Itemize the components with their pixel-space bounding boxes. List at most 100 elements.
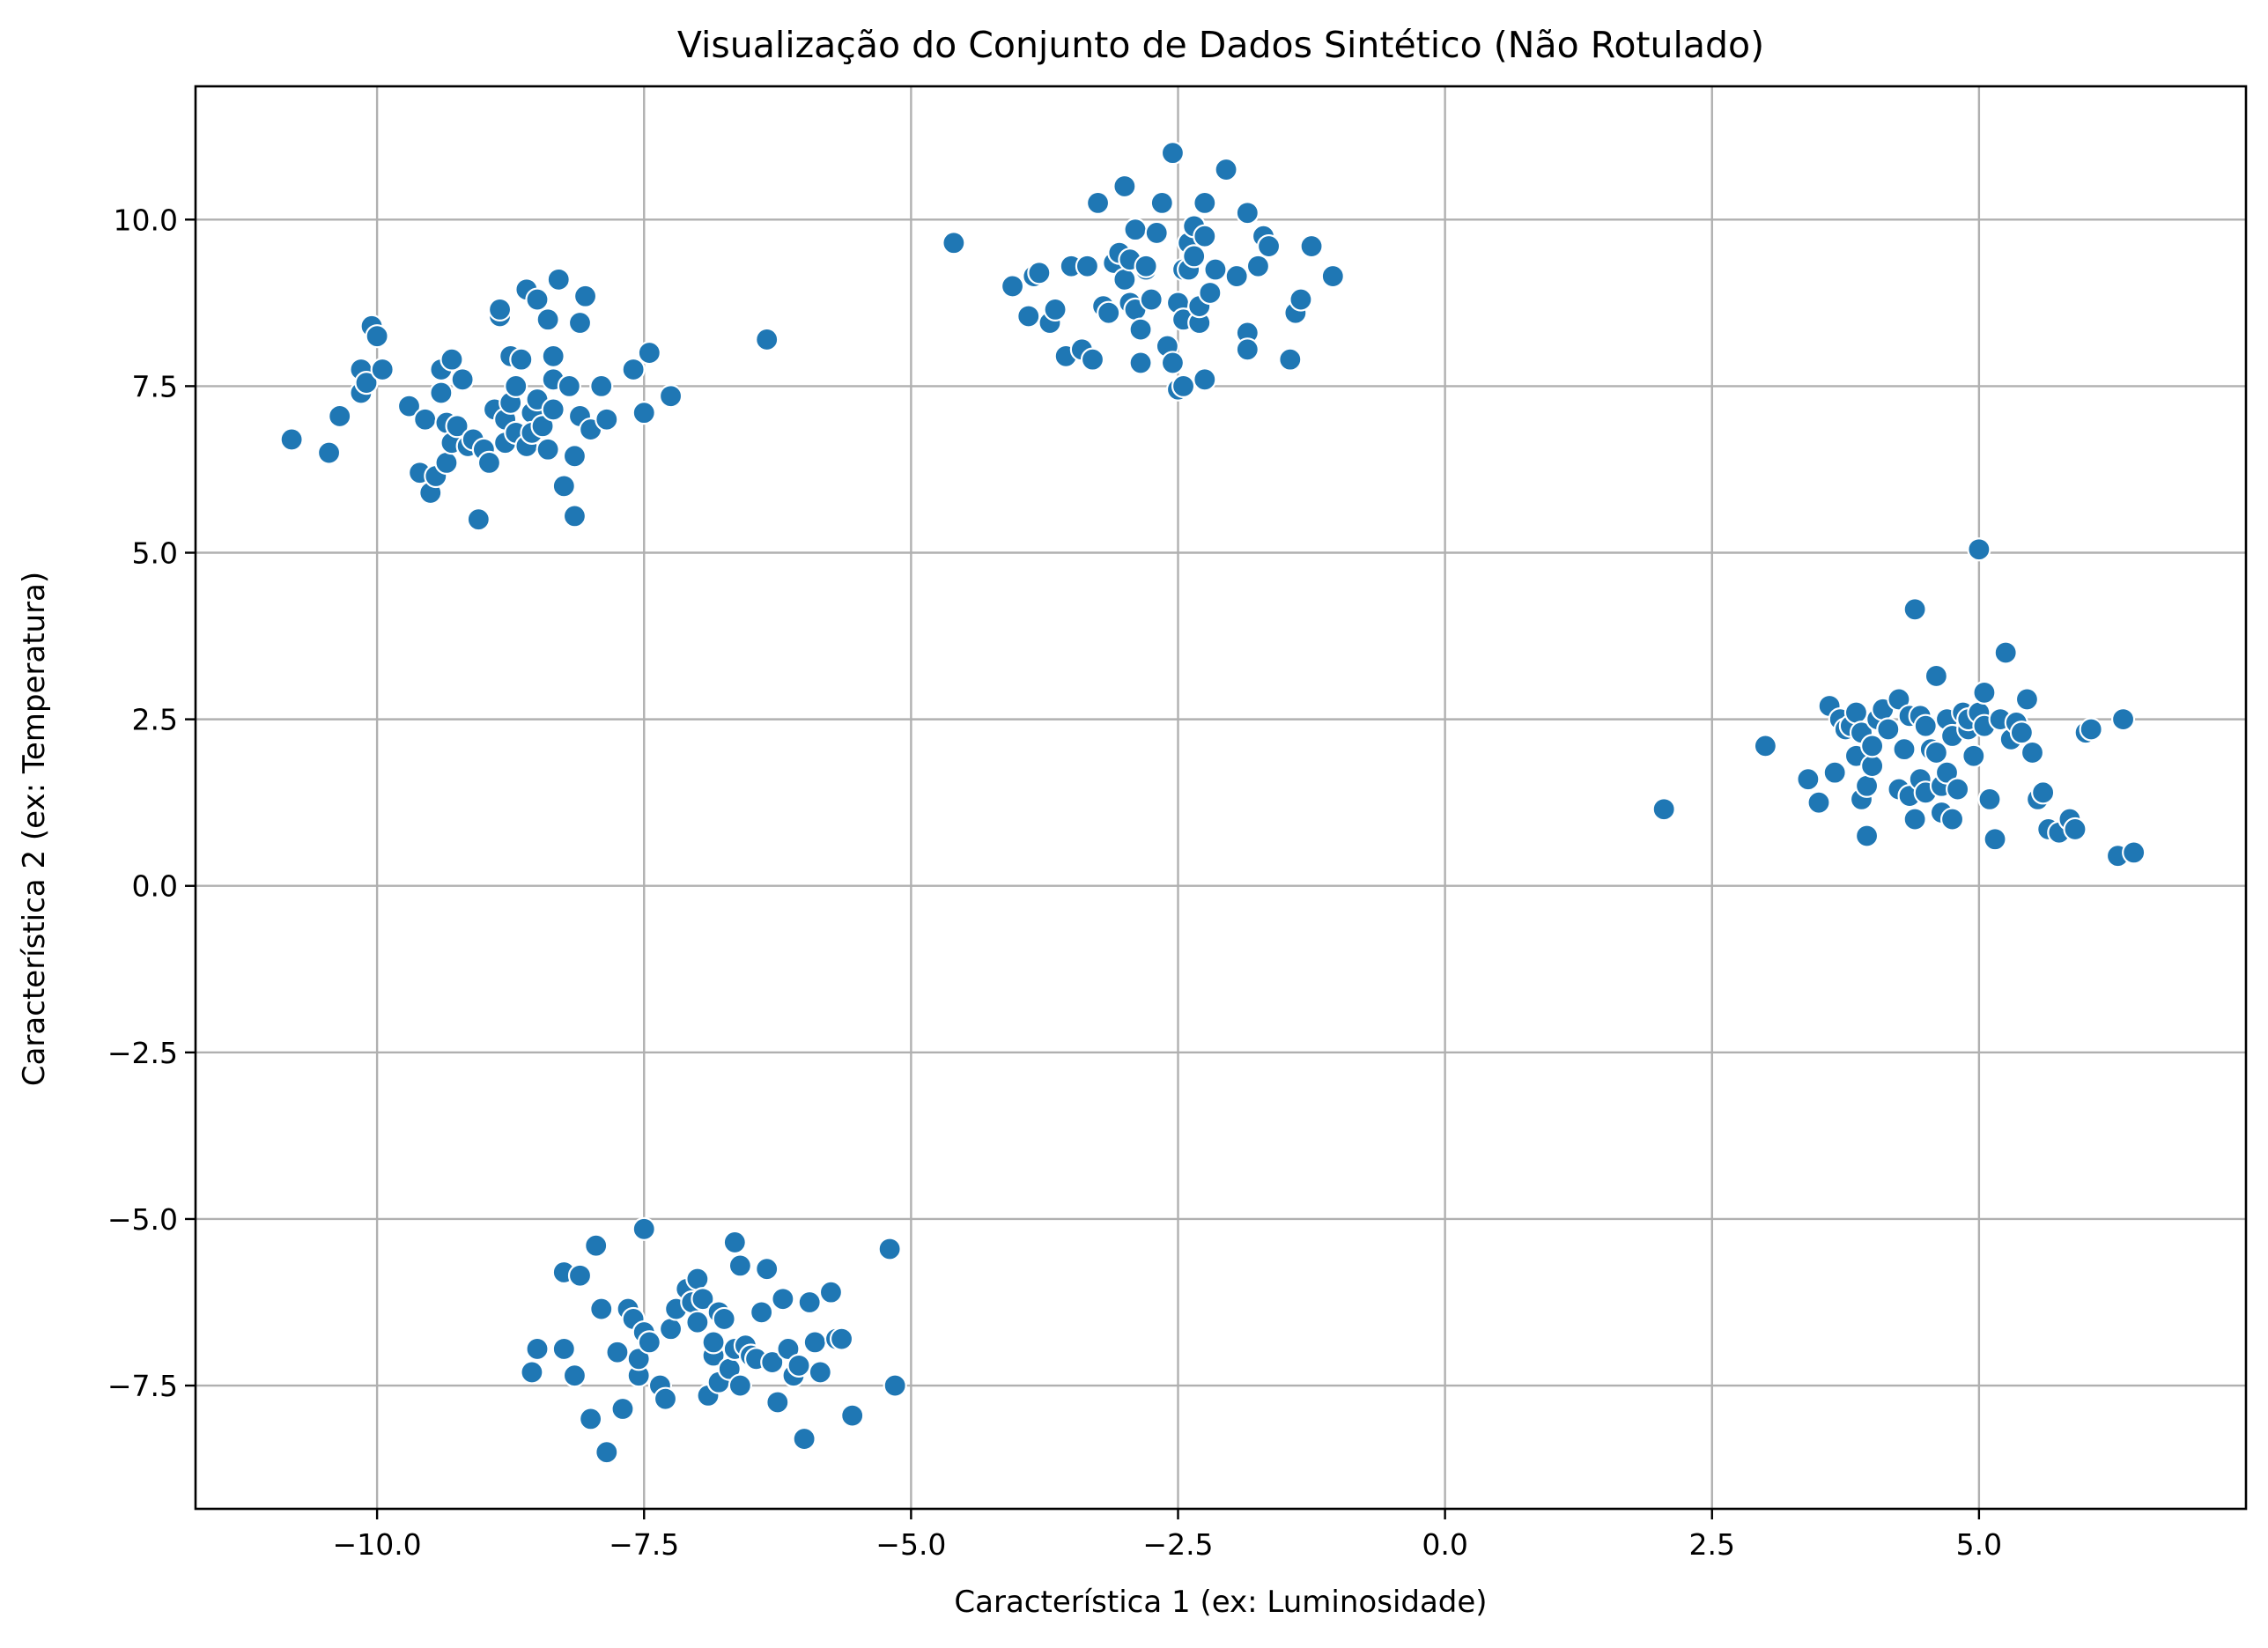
data-point	[610, 1396, 635, 1422]
data-point	[1860, 734, 1885, 758]
data-point	[2009, 721, 2034, 745]
data-point	[691, 1287, 715, 1312]
data-point	[942, 231, 966, 255]
data-point	[589, 1297, 614, 1321]
axis-ticks: −10.0 −7.5 −5.0 −2.5 0.0 2.5 5.0 −7.5 −5.0 −2.5 0.…	[107, 203, 2002, 1562]
data-point	[802, 1330, 827, 1355]
data-point	[1139, 287, 1164, 312]
data-point	[562, 1363, 587, 1388]
data-point	[632, 1216, 656, 1241]
data-point	[1043, 297, 1068, 322]
data-point	[328, 403, 352, 429]
cluster-right	[1651, 537, 2146, 868]
data-points	[279, 141, 2146, 1465]
data-point	[370, 357, 395, 382]
data-point	[1822, 760, 1847, 785]
data-point	[1097, 300, 1121, 325]
data-point	[1245, 254, 1271, 278]
x-tick-label: 2.5	[1689, 1527, 1735, 1562]
data-point	[797, 1290, 822, 1315]
data-point	[1123, 218, 1148, 242]
data-point	[1924, 663, 1948, 689]
data-point	[1278, 347, 1303, 372]
data-point	[2014, 687, 2040, 712]
data-point	[2063, 817, 2087, 842]
data-point	[530, 414, 555, 439]
data-point	[595, 1440, 619, 1465]
data-point	[1128, 317, 1153, 342]
data-point	[1299, 233, 1324, 259]
cluster-top-left	[279, 267, 779, 532]
data-point	[504, 373, 528, 398]
data-point	[509, 347, 534, 372]
data-point	[434, 450, 459, 475]
data-point	[429, 381, 454, 405]
data-point	[755, 1257, 779, 1282]
data-point	[445, 414, 469, 439]
data-point	[626, 1347, 651, 1371]
data-point	[551, 1336, 576, 1362]
y-tick-label: 5.0	[132, 536, 178, 571]
data-point	[1892, 737, 1917, 762]
plot-frame	[194, 85, 2248, 1511]
data-point	[2031, 780, 2056, 805]
data-point	[525, 1336, 550, 1362]
data-point	[450, 367, 475, 392]
data-point	[685, 1310, 710, 1334]
data-point	[279, 427, 304, 452]
data-point	[2020, 740, 2045, 765]
data-point	[840, 1403, 865, 1428]
data-point	[2110, 707, 2136, 732]
data-point	[1887, 687, 1911, 712]
data-point	[728, 1253, 752, 1278]
data-point	[1182, 244, 1207, 269]
data-point	[755, 327, 779, 352]
data-point	[605, 1340, 630, 1364]
y-tick-label: 10.0	[114, 203, 178, 237]
data-point	[1075, 254, 1100, 278]
data-point	[562, 504, 587, 528]
data-point	[1651, 797, 1676, 822]
data-point	[1972, 680, 1997, 705]
data-point	[1160, 141, 1186, 166]
data-point	[1171, 373, 1196, 398]
data-point	[1860, 753, 1885, 779]
data-point	[413, 407, 438, 432]
data-point	[557, 373, 581, 398]
data-point	[1967, 537, 1991, 562]
data-point	[760, 1349, 785, 1375]
data-point	[1235, 337, 1260, 362]
data-point	[1112, 267, 1137, 292]
data-point	[658, 1317, 683, 1341]
data-point	[1946, 777, 1970, 802]
data-point	[1796, 767, 1821, 792]
data-point	[1193, 190, 1217, 215]
data-point	[1160, 351, 1186, 375]
data-point	[621, 357, 646, 382]
data-point	[1843, 700, 1869, 725]
data-point	[877, 1237, 902, 1261]
grid	[196, 86, 2246, 1509]
data-point	[765, 1390, 790, 1415]
data-point	[466, 507, 491, 532]
data-point	[579, 1407, 603, 1431]
data-point	[541, 397, 565, 422]
data-point	[1902, 597, 1927, 622]
data-point	[1000, 274, 1025, 299]
data-point	[2122, 840, 2146, 865]
data-point	[562, 444, 587, 469]
data-point	[2079, 717, 2103, 742]
y-tick-label: 2.5	[132, 703, 178, 737]
data-point	[818, 1280, 844, 1304]
data-point	[1128, 351, 1153, 375]
data-point	[1902, 807, 1927, 831]
data-point	[1016, 304, 1041, 329]
data-point	[637, 1330, 661, 1355]
data-point	[1027, 261, 1052, 285]
data-point	[1983, 827, 2007, 852]
data-point	[653, 1386, 678, 1411]
data-point	[1913, 713, 1938, 738]
data-point	[1876, 717, 1901, 742]
data-point	[536, 437, 560, 462]
